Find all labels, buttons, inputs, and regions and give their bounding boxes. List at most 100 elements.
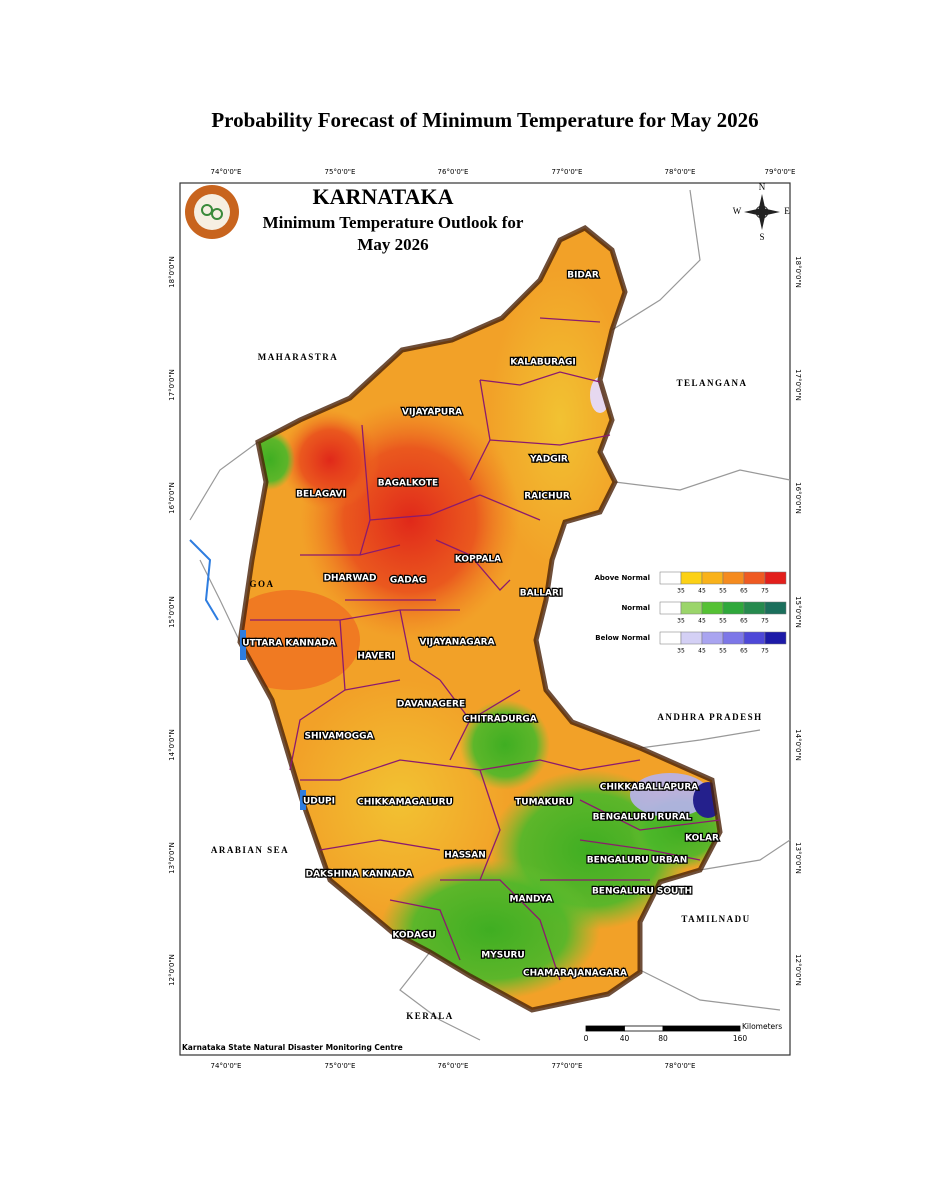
legend-tick: 65 <box>740 618 748 625</box>
district-label: UDUPI <box>303 797 335 807</box>
legend-swatch <box>701 571 724 585</box>
district-label: BALLARI <box>520 589 563 599</box>
scale-segment <box>624 1025 664 1032</box>
legend-swatch <box>722 571 745 585</box>
neighbor-label: GOA <box>249 579 274 589</box>
neighbor-label: TAMILNADU <box>681 914 750 924</box>
legend-tick: 45 <box>698 618 706 625</box>
district-label: BAGALKOTE <box>378 479 438 489</box>
map-subtitle: Minimum Temperature Outlook for <box>263 213 524 232</box>
legend-swatch <box>659 631 682 645</box>
district-label: CHITRADURGA <box>463 715 537 725</box>
legend-tick: 35 <box>677 618 685 625</box>
district-label: UTTARA KANNADA <box>242 639 336 649</box>
legend-swatch <box>701 601 724 615</box>
legend-label: Below Normal <box>595 634 650 642</box>
legend-swatch <box>680 631 703 645</box>
legend-tick: 35 <box>677 648 685 655</box>
scale-segment <box>585 1025 625 1032</box>
district-label: BENGALURU URBAN <box>587 856 688 866</box>
longitude-label: 76°0'0"E <box>438 1062 469 1070</box>
district-label: DAKSHINA KANNADA <box>306 870 413 880</box>
legend-swatch <box>764 601 787 615</box>
legend-tick: 55 <box>719 618 727 625</box>
neighbor-label: TELANGANA <box>676 378 747 388</box>
longitude-label: 77°0'0"E <box>552 168 583 176</box>
compass-letter: S <box>759 232 764 242</box>
district-label: YADGIR <box>529 455 568 465</box>
latitude-label: 18°0'0"N <box>794 256 802 288</box>
district-label: KOLAR <box>685 834 719 844</box>
district-label: KODAGU <box>392 931 435 941</box>
map-heading: KARNATAKA <box>313 184 454 209</box>
legend-tick: 35 <box>677 588 685 595</box>
logo <box>185 185 239 239</box>
district-label: MANDYA <box>510 895 553 905</box>
scale-label: 40 <box>620 1034 630 1043</box>
latitude-label: 16°0'0"N <box>168 482 176 514</box>
district-label: DAVANAGERE <box>397 700 465 710</box>
district-label: VIJAYAPURA <box>402 408 462 418</box>
district-label: BENGALURU RURAL <box>593 813 692 823</box>
latitude-label: 14°0'0"N <box>794 729 802 761</box>
scale-label: 80 <box>658 1034 668 1043</box>
district-label: CHIKKABALLAPURA <box>600 783 698 793</box>
map-subtitle: May 2026 <box>357 235 428 254</box>
latitude-label: 17°0'0"N <box>794 369 802 401</box>
legend-tick: 75 <box>761 648 769 655</box>
longitude-label: 78°0'0"E <box>665 1062 696 1070</box>
page-title: Probability Forecast of Minimum Temperat… <box>211 108 758 132</box>
district-label: SHIVAMOGGA <box>304 732 373 742</box>
legend-swatch <box>743 631 766 645</box>
scale-label: 0 <box>584 1034 589 1043</box>
scale-label: 160 <box>733 1034 748 1043</box>
legend-swatch <box>680 571 703 585</box>
longitude-label: 74°0'0"E <box>211 168 242 176</box>
legend-swatch <box>701 631 724 645</box>
legend-tick: 45 <box>698 588 706 595</box>
legend-swatch <box>680 601 703 615</box>
legend-label: Above Normal <box>594 574 650 582</box>
latitude-label: 12°0'0"N <box>794 954 802 986</box>
neighbor-label: KERALA <box>406 1011 454 1021</box>
latitude-label: 18°0'0"N <box>168 256 176 288</box>
latitude-label: 15°0'0"N <box>168 596 176 628</box>
borders <box>189 189 791 1041</box>
compass-letter: E <box>784 206 790 216</box>
legend-tick: 55 <box>719 588 727 595</box>
latitude-label: 12°0'0"N <box>168 954 176 986</box>
scale-segment <box>662 1025 741 1032</box>
longitude-label: 77°0'0"E <box>552 1062 583 1070</box>
longitude-label: 76°0'0"E <box>438 168 469 176</box>
neighbor-label: ARABIAN SEA <box>211 845 289 855</box>
legend-tick: 55 <box>719 648 727 655</box>
labels: BIDAR KALABURAGI VIJAYAPURA YADGIR BELAGAVI B… <box>168 168 802 1070</box>
longitude-label: 75°0'0"E <box>325 168 356 176</box>
district-label: MYSURU <box>481 951 525 961</box>
scale-unit: Kilometers <box>742 1022 782 1031</box>
district-label: BELAGAVI <box>296 490 346 500</box>
legend-tick: 65 <box>740 588 748 595</box>
credit: Karnataka State Natural Disaster Monitor… <box>182 1043 403 1052</box>
legend-swatch <box>743 571 766 585</box>
longitude-label: 79°0'0"E <box>765 168 796 176</box>
latitude-label: 13°0'0"N <box>168 842 176 874</box>
district-label: RAICHUR <box>524 492 570 502</box>
compass <box>744 194 780 230</box>
legend-tick: 45 <box>698 648 706 655</box>
legend-swatch <box>743 601 766 615</box>
district-label: CHAMARAJANAGARA <box>523 969 627 979</box>
district-label: VIJAYANAGARA <box>419 638 494 648</box>
legend-swatch <box>659 571 682 585</box>
latitude-label: 17°0'0"N <box>168 369 176 401</box>
district-label: BIDAR <box>567 271 599 281</box>
longitude-label: 78°0'0"E <box>665 168 696 176</box>
district-label: KALABURAGI <box>510 358 575 368</box>
legend-label: Normal <box>621 604 650 612</box>
longitude-label: 74°0'0"E <box>211 1062 242 1070</box>
neighbor-label: ANDHRA PRADESH <box>657 712 762 722</box>
legend-swatch <box>722 631 745 645</box>
legend-tick: 75 <box>761 588 769 595</box>
legend-swatch <box>722 601 745 615</box>
